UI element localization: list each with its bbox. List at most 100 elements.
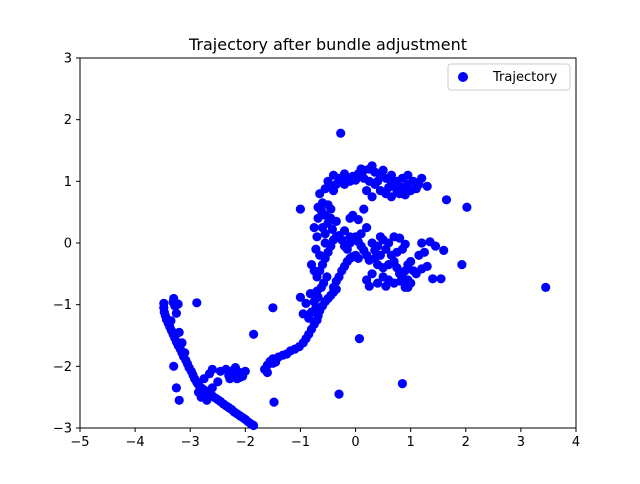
x-tick-label: −4 [126, 435, 145, 450]
data-point [225, 374, 235, 384]
data-point [249, 329, 259, 339]
data-point [235, 372, 245, 382]
data-point [378, 165, 388, 175]
data-point [174, 327, 184, 337]
data-point [331, 216, 341, 226]
x-tick-label: 1 [407, 435, 415, 450]
x-tick-label: −1 [291, 435, 310, 450]
data-point [328, 186, 339, 196]
chart-title: Trajectory after bundle adjustment [188, 35, 467, 54]
data-point [207, 383, 217, 393]
data-point [334, 389, 344, 399]
data-point [166, 316, 176, 326]
data-point [301, 298, 311, 308]
data-point [345, 232, 355, 242]
data-point [169, 361, 179, 371]
data-point [541, 282, 551, 292]
data-point [173, 299, 183, 309]
data-point [174, 395, 184, 405]
data-point [367, 161, 377, 171]
y-tick-label: 2 [64, 113, 72, 128]
data-point [268, 303, 278, 313]
x-tick-label: 3 [517, 435, 525, 450]
data-point [373, 176, 383, 186]
x-tick-label: −2 [236, 435, 255, 450]
data-point [406, 278, 416, 288]
data-point [362, 186, 372, 196]
data-point [269, 397, 279, 407]
data-point [378, 272, 388, 282]
data-point [362, 223, 372, 233]
data-point [422, 261, 432, 271]
data-point [326, 204, 336, 214]
data-point [462, 202, 472, 212]
data-point [370, 245, 380, 255]
data-point [315, 250, 325, 260]
y-tick-label: 3 [64, 52, 72, 67]
data-point [389, 179, 399, 189]
data-point [403, 170, 413, 180]
data-point [171, 383, 181, 393]
data-point [328, 170, 339, 180]
data-point [213, 377, 223, 387]
legend-marker [458, 72, 468, 82]
data-point [313, 213, 323, 223]
data-point [417, 238, 427, 248]
x-axis: −5 −4 −3 −2 −1 0 1 2 3 4 [70, 428, 580, 450]
data-point [417, 173, 427, 183]
data-point [381, 281, 391, 291]
x-tick-label: −5 [70, 435, 89, 450]
data-point [422, 181, 432, 191]
data-point [356, 229, 366, 239]
data-point [356, 164, 366, 174]
data-point [339, 169, 350, 179]
data-point [364, 281, 374, 291]
data-point [159, 298, 169, 308]
data-point [353, 253, 363, 263]
data-point [309, 266, 319, 276]
data-point [457, 260, 467, 270]
data-points [159, 128, 551, 431]
data-point [268, 358, 278, 368]
data-point [384, 238, 394, 248]
data-point [215, 366, 226, 376]
y-tick-label: 0 [64, 237, 72, 252]
data-point [367, 192, 377, 202]
data-point [298, 309, 308, 319]
x-tick-label: 4 [572, 435, 580, 450]
data-point [322, 272, 332, 282]
data-point [428, 274, 438, 284]
data-point [397, 379, 407, 389]
data-point [177, 338, 187, 348]
data-point [436, 274, 446, 284]
data-point [411, 184, 421, 194]
data-point [323, 176, 333, 186]
data-point [439, 245, 449, 255]
data-point [309, 223, 319, 233]
data-point [430, 241, 441, 251]
x-tick-label: 2 [462, 435, 470, 450]
data-point [320, 238, 330, 248]
y-tick-label: −3 [53, 422, 72, 437]
legend: Trajectory [447, 63, 571, 91]
data-point [312, 232, 322, 242]
legend-box [447, 63, 571, 91]
data-point [400, 239, 410, 249]
data-point [359, 204, 369, 214]
data-point [207, 364, 217, 374]
data-point [395, 233, 405, 243]
x-tick-label: 0 [351, 435, 359, 450]
data-point [414, 250, 424, 260]
data-point [354, 334, 364, 344]
data-point [305, 289, 315, 299]
data-point [339, 226, 350, 236]
data-point [441, 195, 452, 205]
data-point [295, 292, 305, 302]
data-point [262, 367, 272, 378]
y-axis: −3 −2 −1 0 1 2 3 [53, 52, 80, 437]
data-point [406, 256, 416, 267]
data-point [327, 224, 337, 234]
data-point [295, 204, 305, 214]
y-tick-label: −1 [53, 298, 72, 313]
